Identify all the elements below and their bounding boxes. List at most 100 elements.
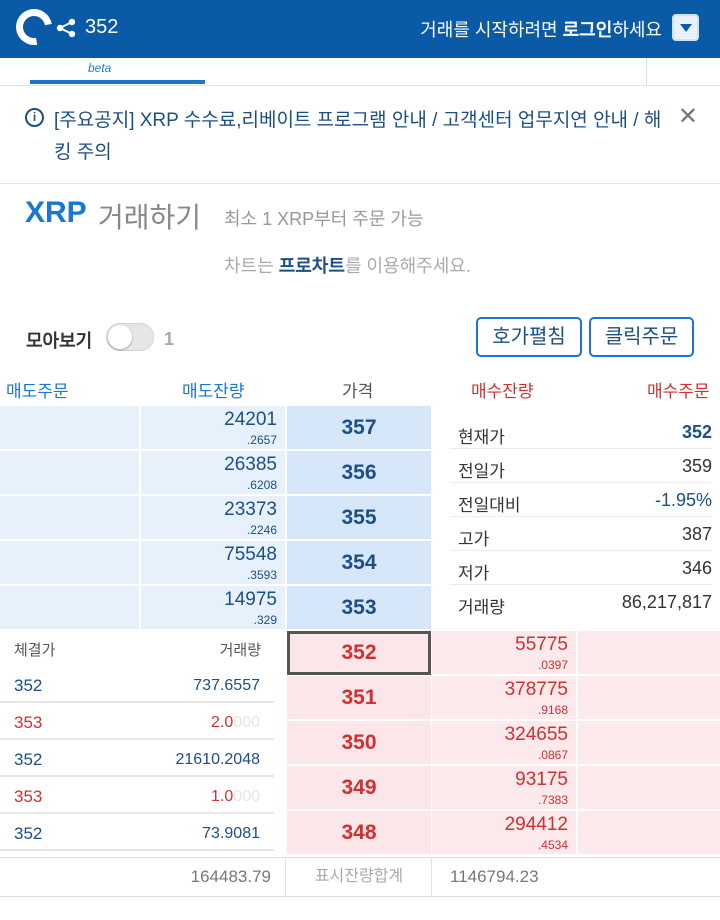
trade-price: 353 [14,713,43,732]
bid-order-cell[interactable] [578,811,720,855]
stat-label: 현재가 [458,428,505,447]
trade-volume-value: 21610.2048 [175,751,260,768]
ask-price-cell[interactable]: 353 [287,586,431,630]
chart-note-suffix: 를 이용해주세요. [344,256,471,276]
ask-qty-int: 75548 [224,544,277,565]
bid-qty-int: 93175 [515,769,568,790]
close-icon[interactable]: ✕ [677,103,698,130]
stat-prev-close: 전일가 359 [450,450,712,483]
header-price: 352 [85,16,119,38]
bid-order-cell[interactable] [578,676,720,720]
exchange-logo-icon[interactable] [8,1,60,53]
bid-qty-cell[interactable]: 55775 .0397 [432,631,577,675]
bid-qty-cell[interactable]: 294412 .4534 [432,811,577,855]
trade-row: 353 1.0000 [0,778,274,814]
ask-qty-cell[interactable]: 26385 .6208 [141,451,286,495]
stat-label: 거래량 [458,598,505,617]
ask-order-cell[interactable] [0,496,140,540]
stat-volume: 거래량 86,217,817 [450,586,712,619]
ask-price: 353 [341,596,377,619]
bid-price-cell[interactable]: 348 [287,811,431,855]
col-ask-order: 매도주문 [6,382,69,401]
ask-total: 164483.79 [190,867,271,886]
bid-qty-int: 378775 [504,679,568,700]
ask-price-cell[interactable]: 355 [287,496,431,540]
col-ask-remaining: 매도잔량 [182,382,245,401]
stat-label: 저가 [458,564,490,583]
ask-qty-dec: .329 [253,613,277,627]
bid-price-cell[interactable]: 351 [287,676,431,720]
login-prompt[interactable]: 거래를 시작하려면 로그인하세요 [420,16,662,42]
login-link[interactable]: 로그인 [562,20,613,40]
ask-total-cell: 164483.79 [0,858,286,896]
ask-price-cell[interactable]: 357 [287,406,431,450]
moabogi-value: 1 [164,329,175,349]
ask-price: 356 [341,461,377,484]
chart-note-prefix: 차트는 [224,256,279,276]
click-order-button[interactable]: 클릭주문 [589,317,694,357]
stat-high: 고가 387 [450,518,712,551]
bid-price-cell-current[interactable]: 352 [287,631,431,675]
stat-value: -1.95% [654,490,712,510]
stat-value: 346 [681,558,712,578]
col-bid-remaining: 매수잔량 [471,382,534,401]
notice-text[interactable]: [주요공지] XRP 수수료,리베이트 프로그램 안내 / 고객센터 업무지연 … [54,110,662,163]
ask-qty-int: 14975 [224,589,277,610]
coin-symbol: XRP [25,196,87,229]
page-title: 거래하기 [98,202,202,233]
info-icon: i [25,108,44,127]
bid-price: 349 [341,776,377,799]
bid-qty-dec: .0397 [537,658,568,672]
market-stats-panel: 현재가 352 전일가 359 전일대비 -1.95% 고가 387 저가 34… [432,406,720,631]
ask-qty-cell[interactable]: 23373 .2246 [141,496,286,540]
ask-price-cell[interactable]: 354 [287,541,431,585]
tab-strip: beta [0,58,720,86]
ask-qty-int: 26385 [224,454,277,475]
trades-header-volume: 거래량 [219,642,261,659]
ask-qty-cell[interactable]: 24201 .2657 [141,406,286,450]
top-header: 352 거래를 시작하려면 로그인하세요 [0,0,720,58]
menu-dropdown-icon[interactable] [672,14,699,41]
ask-order-cell[interactable] [0,406,140,450]
bid-qty-int: 324655 [504,724,568,745]
notice-banner: i [주요공지] XRP 수수료,리베이트 프로그램 안내 / 고객센터 업무지… [0,87,720,184]
bid-price: 348 [341,821,377,844]
bid-qty-cell[interactable]: 378775 .9168 [432,676,577,720]
trade-price: 352 [14,824,43,843]
moabogi-toggle[interactable] [106,323,154,351]
trade-volume-value: 2.0 [211,714,234,731]
ask-qty-dec: .6208 [246,478,277,492]
moabogi-label: 모아보기 [26,331,93,351]
stat-label: 전일대비 [458,496,521,515]
col-price: 가격 [342,382,374,401]
ask-qty-cell[interactable]: 14975 .329 [141,586,286,630]
stat-value: 352 [681,422,712,442]
bid-order-cell[interactable] [578,766,720,810]
stat-label: 고가 [458,530,490,549]
trade-volume-pad: 000 [233,788,260,805]
bid-qty-cell[interactable]: 324655 .0867 [432,721,577,765]
spread-orderbook-button[interactable]: 호가펼침 [476,317,582,357]
xrp-coin-icon [56,18,76,38]
bid-order-cell[interactable] [578,631,720,675]
ask-price-cell[interactable]: 356 [287,451,431,495]
pro-chart-link[interactable]: 프로차트 [278,256,345,276]
bid-price-cell[interactable]: 350 [287,721,431,765]
ask-order-cell[interactable] [0,586,140,630]
bid-price: 350 [341,731,377,754]
ask-qty-cell[interactable]: 75548 .3593 [141,541,286,585]
active-tab-indicator[interactable] [30,80,205,84]
trade-price: 352 [14,676,43,695]
login-prefix: 거래를 시작하려면 [420,20,563,40]
stat-current-price: 현재가 352 [450,416,712,449]
bid-qty-cell[interactable]: 93175 .7383 [432,766,577,810]
trade-volume: 21610.2048 [175,751,260,769]
bid-price-cell[interactable]: 349 [287,766,431,810]
ask-price: 357 [341,416,377,439]
ask-order-cell[interactable] [0,451,140,495]
ask-order-cell[interactable] [0,541,140,585]
ask-qty-dec: .2246 [246,523,277,537]
bid-price: 351 [341,686,377,709]
orderbook-totals: 164483.79 표시잔량합계 1146794.23 [0,857,720,897]
bid-order-cell[interactable] [578,721,720,765]
